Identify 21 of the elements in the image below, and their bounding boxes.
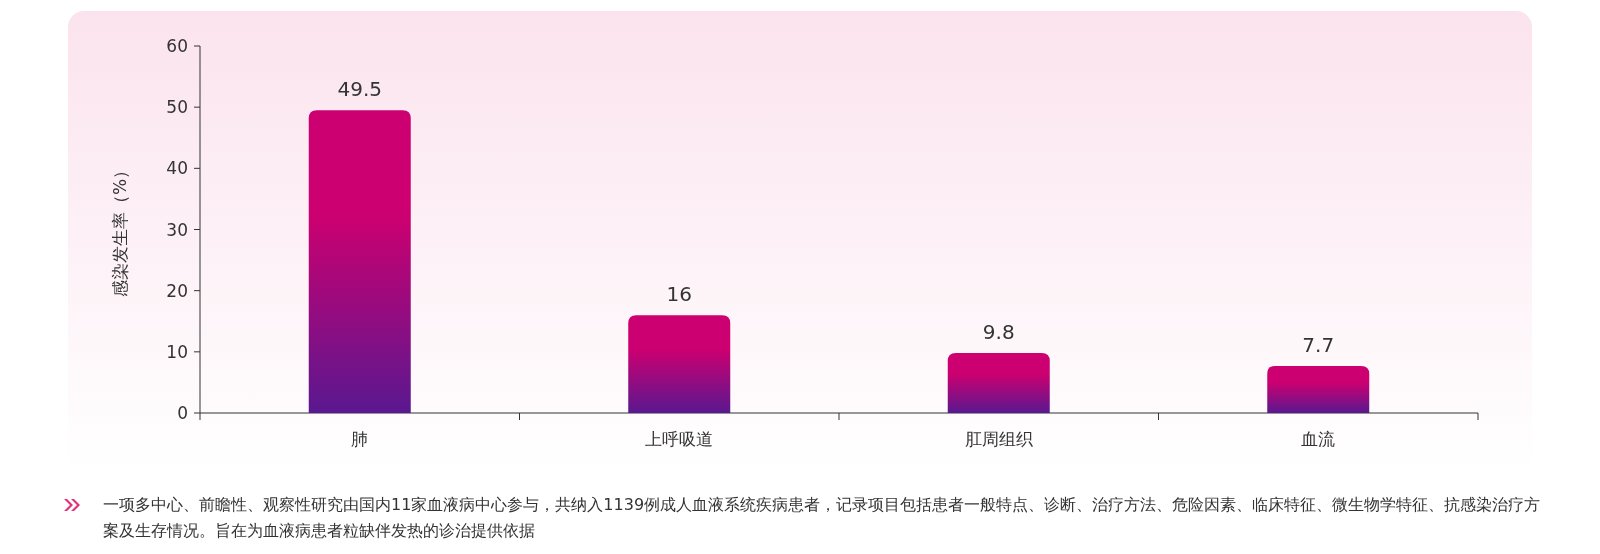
bar xyxy=(947,353,1050,413)
data-label: 49.5 xyxy=(337,77,383,102)
data-label: 16 xyxy=(666,282,692,307)
bar xyxy=(1267,365,1370,413)
data-label: 7.7 xyxy=(1302,332,1335,357)
bar xyxy=(308,110,411,413)
x-tick-label: 上呼吸道 xyxy=(645,429,714,449)
x-tick-label: 肺 xyxy=(351,429,369,449)
y-tick-label: 40 xyxy=(166,158,188,179)
bar xyxy=(628,315,731,413)
y-tick-label: 10 xyxy=(166,341,188,362)
y-tick-label: 30 xyxy=(166,219,188,240)
x-tick-label: 血流 xyxy=(1301,429,1336,449)
data-label: 9.8 xyxy=(982,320,1015,345)
y-tick-label: 60 xyxy=(166,36,188,56)
y-axis-title: 感染发生率（%） xyxy=(110,161,130,298)
y-tick-label: 50 xyxy=(166,97,188,118)
y-tick-label: 20 xyxy=(166,280,188,301)
x-tick-label: 肛周组织 xyxy=(964,429,1033,449)
y-tick-label: 0 xyxy=(177,403,188,423)
text: 一项多中心、前瞻性、观察性研究由国内11家血液病中心参与，共纳入1139例成人血液系统疾病患者，记录项目包括患者一般特点、诊断、治疗方法、危险因素、临床特征、微生物学特征、抗感染治疗方案及生存情况。旨在为血液病患者粒缺伴发热的诊治提供依据 xyxy=(103,494,1542,542)
